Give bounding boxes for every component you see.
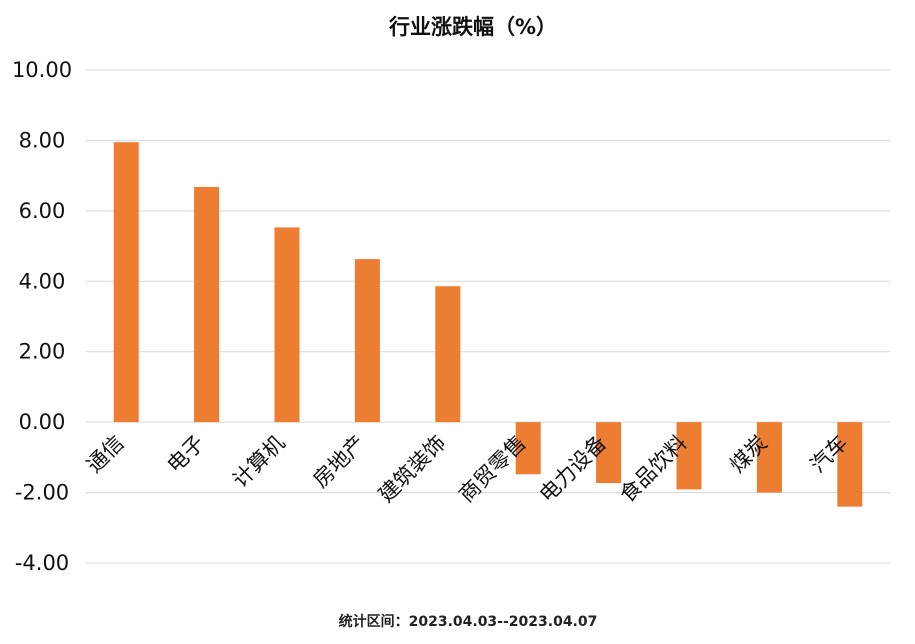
y-tick-label: 8.00 xyxy=(19,128,66,152)
bar xyxy=(596,422,622,484)
y-tick-label: 6.00 xyxy=(19,199,66,223)
bar xyxy=(435,286,461,423)
bar xyxy=(354,259,380,423)
bar xyxy=(194,186,220,423)
x-tick-label: 建筑装饰 xyxy=(374,431,450,507)
gridlines xyxy=(86,69,890,564)
bar xyxy=(837,422,863,507)
chart-title: 行业涨跌幅（%） xyxy=(388,15,557,39)
chart-footer: 统计区间：2023.04.03--2023.04.07 xyxy=(339,613,598,630)
y-tick-label: 0.00 xyxy=(19,410,66,434)
y-tick-label: 10.00 xyxy=(12,58,72,82)
x-tick-label: 通信 xyxy=(82,431,129,478)
x-axis-ticks: 通信 电子 计算机 房地产 建筑装饰 商贸零售 电力设备 食品饮料 煤炭 汽车 xyxy=(82,431,852,507)
x-tick-label: 电子 xyxy=(162,431,209,478)
bar xyxy=(756,422,782,493)
y-tick-label: -4.00 xyxy=(15,551,69,575)
y-tick-label: 2.00 xyxy=(19,340,66,364)
y-tick-label: -2.00 xyxy=(15,481,69,505)
bar xyxy=(676,422,702,490)
bars xyxy=(113,142,863,507)
x-tick-label: 房地产 xyxy=(308,431,370,493)
bar xyxy=(515,422,541,475)
y-axis-ticks: 10.00 8.00 6.00 4.00 2.00 0.00 -2.00 -4.00 xyxy=(12,58,72,575)
bar xyxy=(113,142,139,423)
x-tick-label: 计算机 xyxy=(228,431,290,493)
y-tick-label: 4.00 xyxy=(19,269,66,293)
bar xyxy=(274,227,300,423)
